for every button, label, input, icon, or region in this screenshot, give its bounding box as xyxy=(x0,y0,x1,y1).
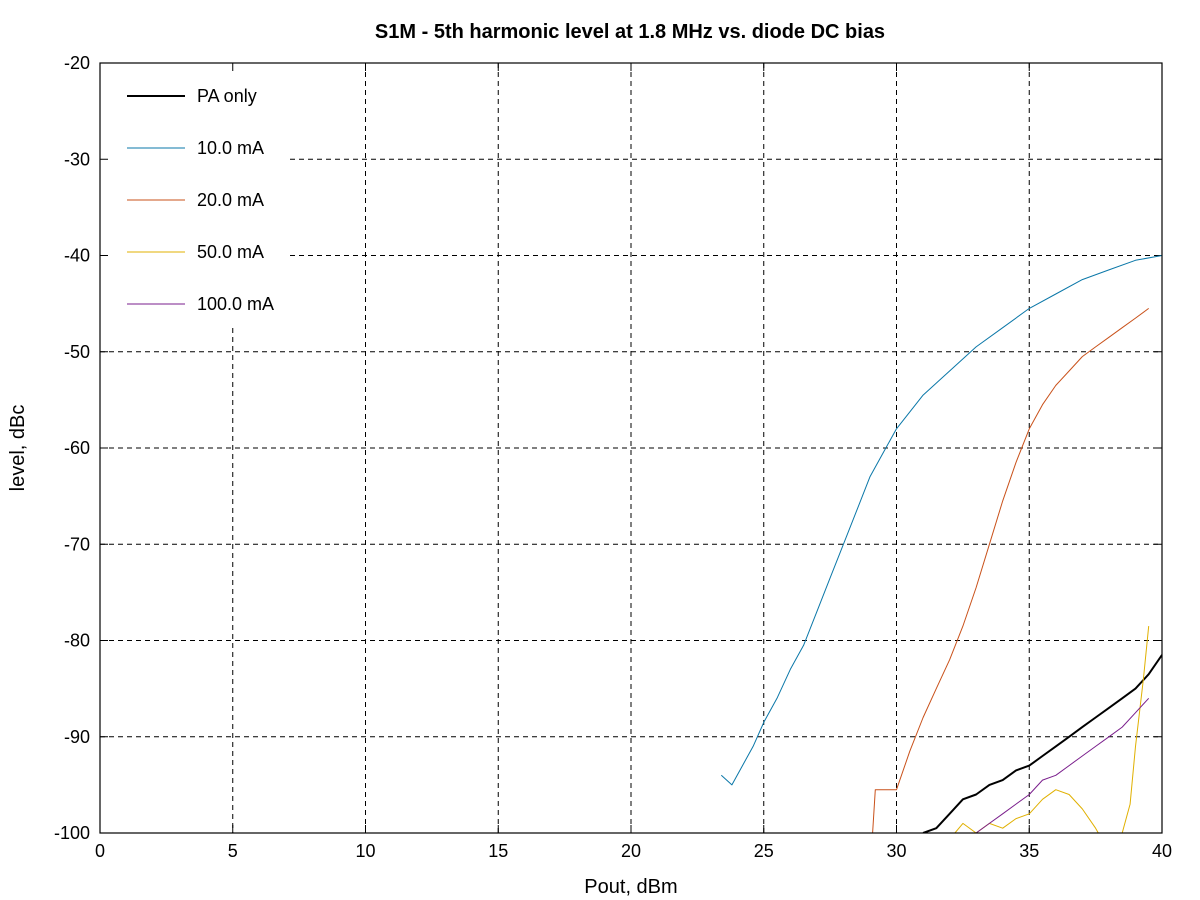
legend-label: 20.0 mA xyxy=(197,190,264,210)
y-tick-label: -70 xyxy=(64,534,90,554)
series-line-pa-only xyxy=(922,654,1162,833)
legend-label: PA only xyxy=(197,86,257,106)
x-tick-label: 25 xyxy=(754,841,774,861)
x-tick-label: 0 xyxy=(95,841,105,861)
x-tick-label: 35 xyxy=(1019,841,1039,861)
y-tick-label: -60 xyxy=(64,438,90,458)
ticks-layer: 0 5 10 15 20 25 30 35 40 -20 -30 -40 -50 -60 -70 -80 -90… xyxy=(54,53,1172,861)
y-axis-label: level, dBc xyxy=(7,405,29,492)
x-tick-label: 15 xyxy=(488,841,508,861)
legend: PA only 10.0 mA 20.0 mA 50.0 mA 100.0 mA xyxy=(127,86,274,314)
series-line-10-0-ma xyxy=(720,255,1162,786)
y-tick-label: -50 xyxy=(64,342,90,362)
x-axis-label: Pout, dBm xyxy=(584,876,677,898)
legend-label: 50.0 mA xyxy=(197,242,264,262)
y-tick-label: -80 xyxy=(64,631,90,651)
legend-label: 10.0 mA xyxy=(197,138,264,158)
grid-layer xyxy=(100,63,1162,833)
x-tick-label: 30 xyxy=(886,841,906,861)
y-tick-label: -40 xyxy=(64,246,90,266)
plot-frame xyxy=(99,62,1163,834)
legend-label: 100.0 mA xyxy=(197,294,274,314)
x-tick-label: 5 xyxy=(228,841,238,861)
y-tick-label: -90 xyxy=(64,727,90,747)
y-tick-label: -20 xyxy=(64,53,90,73)
x-tick-label: 10 xyxy=(355,841,375,861)
series-layer xyxy=(720,255,1162,833)
y-tick-label: -30 xyxy=(64,149,90,169)
chart-title: S1M - 5th harmonic level at 1.8 MHz vs. … xyxy=(375,21,885,43)
y-tick-label: -100 xyxy=(54,823,90,843)
x-tick-label: 40 xyxy=(1152,841,1172,861)
series-line-20-0-ma xyxy=(872,307,1149,833)
x-tick-label: 20 xyxy=(621,841,641,861)
series-line-100-0-ma xyxy=(941,697,1150,833)
